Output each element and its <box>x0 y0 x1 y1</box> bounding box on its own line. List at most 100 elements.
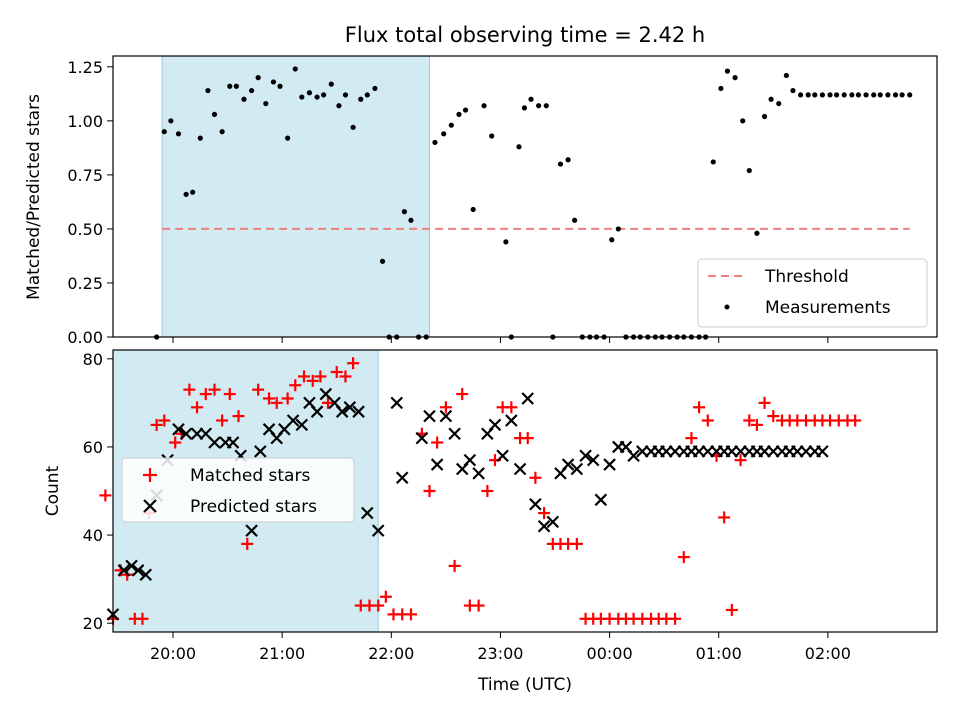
measurement-point <box>516 144 522 150</box>
matched-star-point <box>191 401 204 414</box>
measurement-point <box>456 111 462 117</box>
measurement-point <box>481 103 487 109</box>
measurement-point <box>740 118 746 124</box>
measurement-point <box>336 103 342 109</box>
measurement-point <box>543 103 549 109</box>
bottom-yaxis: 20 40 60 80 <box>83 350 113 633</box>
predicted-star-point <box>816 445 829 458</box>
measurement-point <box>565 157 571 163</box>
predicted-star-point <box>513 462 527 476</box>
predicted-star-point <box>439 409 453 423</box>
measurement-point <box>277 83 283 89</box>
measurement-point <box>263 100 269 107</box>
matched-star-point <box>472 599 485 612</box>
matched-star-point <box>199 388 212 401</box>
measurement-point <box>812 92 818 98</box>
predicted-star-point <box>448 427 461 440</box>
bottom-legend: Matched stars Predicted stars <box>121 457 355 523</box>
matched-star-point <box>725 603 738 616</box>
predicted-star-point <box>579 449 592 463</box>
bottom-xlabel: Time (UTC) <box>477 675 572 695</box>
measurement-point <box>841 92 847 98</box>
predicted-star-point <box>505 414 518 427</box>
predicted-star-point <box>561 458 575 471</box>
measurement-point <box>314 94 320 100</box>
measurement-point <box>885 92 891 98</box>
top-ytick-label: 0.50 <box>67 220 103 239</box>
bottom-panel: 20 40 60 80 20:00 21:00 22:00 23:00 00:00 01:00 0… <box>43 349 938 695</box>
matched-star-point <box>505 401 518 414</box>
measurement-point <box>724 68 731 74</box>
matched-star-point <box>570 537 583 550</box>
predicted-star-point <box>529 497 542 511</box>
measurement-point <box>536 103 542 109</box>
measurement-point <box>161 129 167 135</box>
matched-star-point <box>439 401 452 414</box>
matched-star-point <box>306 374 319 387</box>
matched-star-point <box>529 471 542 484</box>
bot-xtick-label: 23:00 <box>477 644 523 663</box>
measurement-point <box>358 96 364 102</box>
measurement-point <box>183 191 189 197</box>
measurement-point <box>833 92 840 98</box>
measurement-point <box>350 124 356 130</box>
predicted-star-point <box>594 493 608 507</box>
top-ytick-label: 1.25 <box>67 58 103 77</box>
bot-ytick-label: 40 <box>83 526 103 545</box>
matched-star-point <box>330 366 343 379</box>
measurement-point <box>776 100 782 107</box>
top-title: Flux total observing time = 2.42 h <box>345 23 705 47</box>
predicted-star-point <box>343 401 357 414</box>
measurement-point <box>233 83 239 89</box>
top-points-layer <box>154 66 913 340</box>
top-legend-box <box>697 258 928 328</box>
measurement-point <box>168 118 174 124</box>
predicted-star-point <box>423 409 436 423</box>
matched-star-point <box>431 436 444 449</box>
matched-star-point <box>743 414 756 427</box>
measurement-point <box>855 92 862 98</box>
predicted-star-point <box>208 436 221 449</box>
matched-star-point <box>538 507 551 520</box>
predicted-star-point <box>472 467 485 480</box>
measurement-point <box>175 131 182 137</box>
matched-star-point <box>685 432 698 445</box>
matched-star-point <box>241 537 254 550</box>
matched-star-point <box>252 383 265 396</box>
matched-star-point <box>183 383 196 396</box>
top-panel: Flux total observing time = 2.42 h 0.000… <box>24 23 938 347</box>
matched-star-point <box>158 414 171 427</box>
predicted-star-point <box>172 423 185 436</box>
predicted-star-point <box>295 418 309 432</box>
measurement-point <box>768 96 774 102</box>
measurement-point <box>190 189 196 195</box>
matched-star-point <box>481 485 494 497</box>
measurement-point <box>718 85 724 92</box>
matched-star-point <box>270 396 283 409</box>
matched-star-point <box>521 432 534 445</box>
matched-star-point <box>669 612 682 625</box>
measurement-point <box>241 96 247 102</box>
top-ytick-label: 0.75 <box>67 166 103 185</box>
matched-star-point <box>223 388 236 401</box>
matched-star-point <box>232 410 245 423</box>
bot-ytick-label: 60 <box>83 438 103 457</box>
bottom-predicted-layer <box>106 387 829 621</box>
measurement-point <box>863 92 869 98</box>
top-yaxis: 0.00 0.25 0.50 0.75 1.00 1.25 <box>67 58 113 347</box>
measurement-point <box>892 92 899 98</box>
matched-star-point <box>169 436 182 449</box>
matched-star-point <box>677 551 690 564</box>
measurement-point <box>754 230 760 236</box>
measurement-point <box>249 87 255 94</box>
predicted-star-point <box>570 462 584 476</box>
matched-star-point <box>693 401 706 414</box>
predicted-star-point <box>395 471 409 485</box>
bottom-legend-predicted-label: Predicted stars <box>190 497 317 517</box>
measurement-point <box>285 135 291 141</box>
measurement-point <box>448 122 454 128</box>
matched-star-point <box>404 608 417 621</box>
predicted-star-point <box>627 449 640 463</box>
predicted-star-point <box>463 453 477 467</box>
measurement-point <box>292 66 298 72</box>
